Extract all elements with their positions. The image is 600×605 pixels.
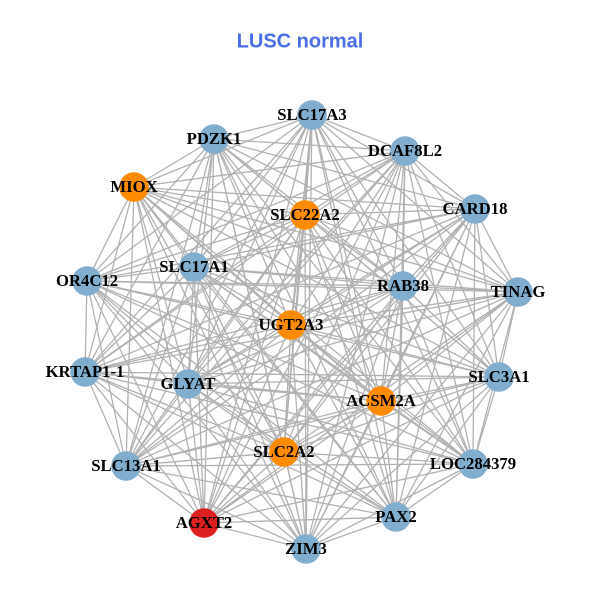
svg-text:LOC284379: LOC284379	[430, 454, 516, 473]
svg-text:SLC17A3: SLC17A3	[277, 105, 347, 124]
svg-text:SLC3A1: SLC3A1	[468, 367, 529, 386]
svg-text:TINAG: TINAG	[491, 282, 546, 301]
svg-text:DCAF8L2: DCAF8L2	[368, 141, 442, 160]
svg-text:MIOX: MIOX	[110, 177, 157, 196]
svg-text:AGXT2: AGXT2	[176, 513, 233, 532]
svg-text:SLC13A1: SLC13A1	[91, 456, 161, 475]
svg-text:ZIM3: ZIM3	[285, 539, 327, 558]
svg-text:LUSC normal: LUSC normal	[237, 31, 364, 53]
svg-text:SLC22A2: SLC22A2	[270, 205, 340, 224]
svg-text:RAB38: RAB38	[377, 276, 429, 295]
svg-text:ACSM2A: ACSM2A	[346, 391, 416, 410]
svg-text:KRTAP1-1: KRTAP1-1	[46, 362, 125, 381]
svg-text:PDZK1: PDZK1	[187, 129, 242, 148]
svg-text:PAX2: PAX2	[375, 507, 416, 526]
svg-text:GLYAT: GLYAT	[160, 374, 215, 393]
svg-text:SLC17A1: SLC17A1	[159, 257, 229, 276]
svg-text:UGT2A3: UGT2A3	[259, 315, 324, 334]
svg-text:OR4C12: OR4C12	[56, 271, 118, 290]
svg-text:SLC2A2: SLC2A2	[253, 442, 314, 461]
svg-text:CARD18: CARD18	[443, 199, 508, 218]
